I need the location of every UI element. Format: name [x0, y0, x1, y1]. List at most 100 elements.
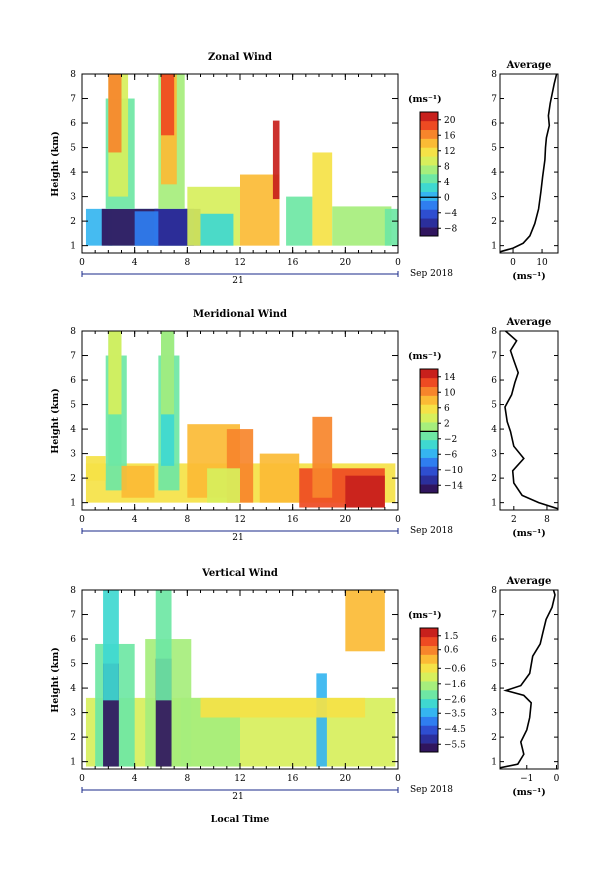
- x-tick-label: 0: [395, 258, 401, 268]
- x-tick-label: 4: [132, 515, 138, 525]
- colorbar-tick-label: 20: [444, 116, 456, 126]
- colorbar-segment: [420, 209, 438, 219]
- average-y-tick-label: 7: [491, 611, 497, 621]
- colorbar-unit-label: (ms⁻¹): [408, 351, 442, 362]
- day-label: 21: [232, 276, 243, 286]
- colorbar-segment: [420, 475, 438, 485]
- colorbar-segment: [420, 484, 438, 494]
- average-y-tick-label: 4: [491, 425, 497, 435]
- y-tick-label: 4: [70, 168, 76, 178]
- average-title: Average: [506, 576, 552, 587]
- y-tick-label: 4: [70, 684, 76, 694]
- average-y-tick-label: 8: [491, 70, 497, 80]
- heatmap-cell: [384, 208, 398, 246]
- x-tick-label: 8: [184, 774, 190, 784]
- average-profile: Average 1 2 3 4 5 6 7 8 2 8 (ms⁻¹): [491, 317, 559, 539]
- heatmap-cells: [85, 74, 398, 246]
- x-tick-label: 12: [234, 515, 245, 525]
- y-tick-label: 8: [70, 70, 76, 80]
- x-tick-label: 8: [184, 258, 190, 268]
- x-tick-label: 0: [395, 774, 401, 784]
- day-label: 21: [232, 792, 243, 802]
- colorbar: −8 −4 0 4 8 12 16 20 (ms⁻¹): [408, 94, 458, 237]
- colorbar-tick-label: 16: [444, 131, 456, 141]
- x-tick-label: 0: [79, 774, 85, 784]
- heatmap-cell: [154, 208, 194, 246]
- colorbar-segment: [420, 734, 438, 744]
- heatmap-cell: [200, 697, 366, 718]
- colorbar-segment: [420, 636, 438, 647]
- x-axis: 0 4 8 12 16 20 0: [79, 74, 401, 268]
- y-tick-label: 1: [70, 758, 76, 768]
- x-tick-label: 4: [132, 258, 138, 268]
- heatmap-cells: [85, 590, 396, 767]
- colorbar-segment: [420, 743, 438, 753]
- y-tick-label: 6: [70, 119, 76, 129]
- heatmap-cell: [161, 331, 175, 415]
- y-tick-label: 1: [70, 499, 76, 509]
- date-label: Sep 2018: [410, 785, 453, 795]
- x-tick-label: 16: [287, 258, 299, 268]
- average-y-tick-label: 4: [491, 684, 497, 694]
- y-tick-label: 5: [70, 660, 76, 670]
- y-tick-label: 6: [70, 635, 76, 645]
- colorbar-segment: [420, 413, 438, 423]
- y-tick-label: 7: [70, 95, 76, 105]
- colorbar-unit-label: (ms⁻¹): [408, 94, 442, 105]
- colorbar-segment: [420, 690, 438, 700]
- day-bar: 21 Sep 2018: [81, 785, 453, 802]
- colorbar-tick-label: −10: [444, 466, 463, 476]
- average-x-unit-label: (ms⁻¹): [512, 271, 546, 282]
- colorbar-segment: [420, 707, 438, 717]
- average-x-tick-label: 8: [544, 515, 550, 525]
- average-y-tick-label: 3: [491, 450, 497, 460]
- colorbar-segment: [420, 191, 438, 201]
- y-tick-label: 5: [70, 144, 76, 154]
- colorbar-frame: [419, 111, 439, 237]
- average-y-tick-label: 8: [491, 327, 497, 337]
- x-tick-label: 16: [287, 774, 299, 784]
- heatmap-cell: [134, 211, 159, 246]
- colorbar-segment: [420, 227, 438, 237]
- colorbar-tick-label: −8: [444, 224, 458, 234]
- colorbar: −14 −10 −6 −2 2 6 10 14 (ms⁻¹): [408, 351, 463, 494]
- colorbar-tick-label: −6: [444, 450, 458, 460]
- average-profile-line: [499, 589, 556, 769]
- colorbar-tick-label: 10: [444, 388, 456, 398]
- colorbar-segment: [420, 147, 438, 157]
- y-axis-label: Height (km): [50, 647, 61, 713]
- colorbar-segment: [420, 725, 438, 735]
- x-tick-label: 20: [340, 515, 352, 525]
- y-axis: 1 2 3 4 5 6 7 8: [70, 70, 398, 252]
- colorbar-tick-label: 6: [444, 404, 450, 414]
- colorbar-segment: [420, 663, 438, 673]
- colorbar-segment: [420, 404, 438, 414]
- heatmap-cell: [161, 74, 175, 136]
- average-x-tick-label: 0: [510, 258, 516, 268]
- average-y-tick-label: 6: [491, 376, 497, 386]
- average-y-tick-label: 1: [491, 242, 497, 252]
- average-y-tick-label: 2: [491, 733, 497, 743]
- average-y-tick-label: 8: [491, 586, 497, 596]
- colorbar-tick-label: −1.6: [444, 680, 466, 690]
- x-tick-label: 0: [395, 515, 401, 525]
- y-tick-label: 5: [70, 401, 76, 411]
- date-label: Sep 2018: [410, 269, 453, 279]
- average-y-tick-label: 3: [491, 709, 497, 719]
- y-tick-label: 3: [70, 450, 76, 460]
- y-tick-label: 7: [70, 352, 76, 362]
- day-bar: 21 Sep 2018: [81, 269, 453, 286]
- heatmap-cell: [155, 590, 172, 701]
- colorbar-segment: [420, 120, 438, 131]
- colorbar-segment: [420, 716, 438, 726]
- colorbar-segment: [420, 422, 438, 432]
- colorbar-segment: [420, 138, 438, 148]
- x-axis: 0 4 8 12 16 20 0: [79, 590, 401, 784]
- x-tick-label: 12: [234, 774, 245, 784]
- colorbar-segment: [420, 698, 438, 709]
- colorbar-segment: [420, 439, 438, 450]
- average-x-tick-label: 0: [554, 774, 560, 784]
- average-frame: [499, 589, 559, 770]
